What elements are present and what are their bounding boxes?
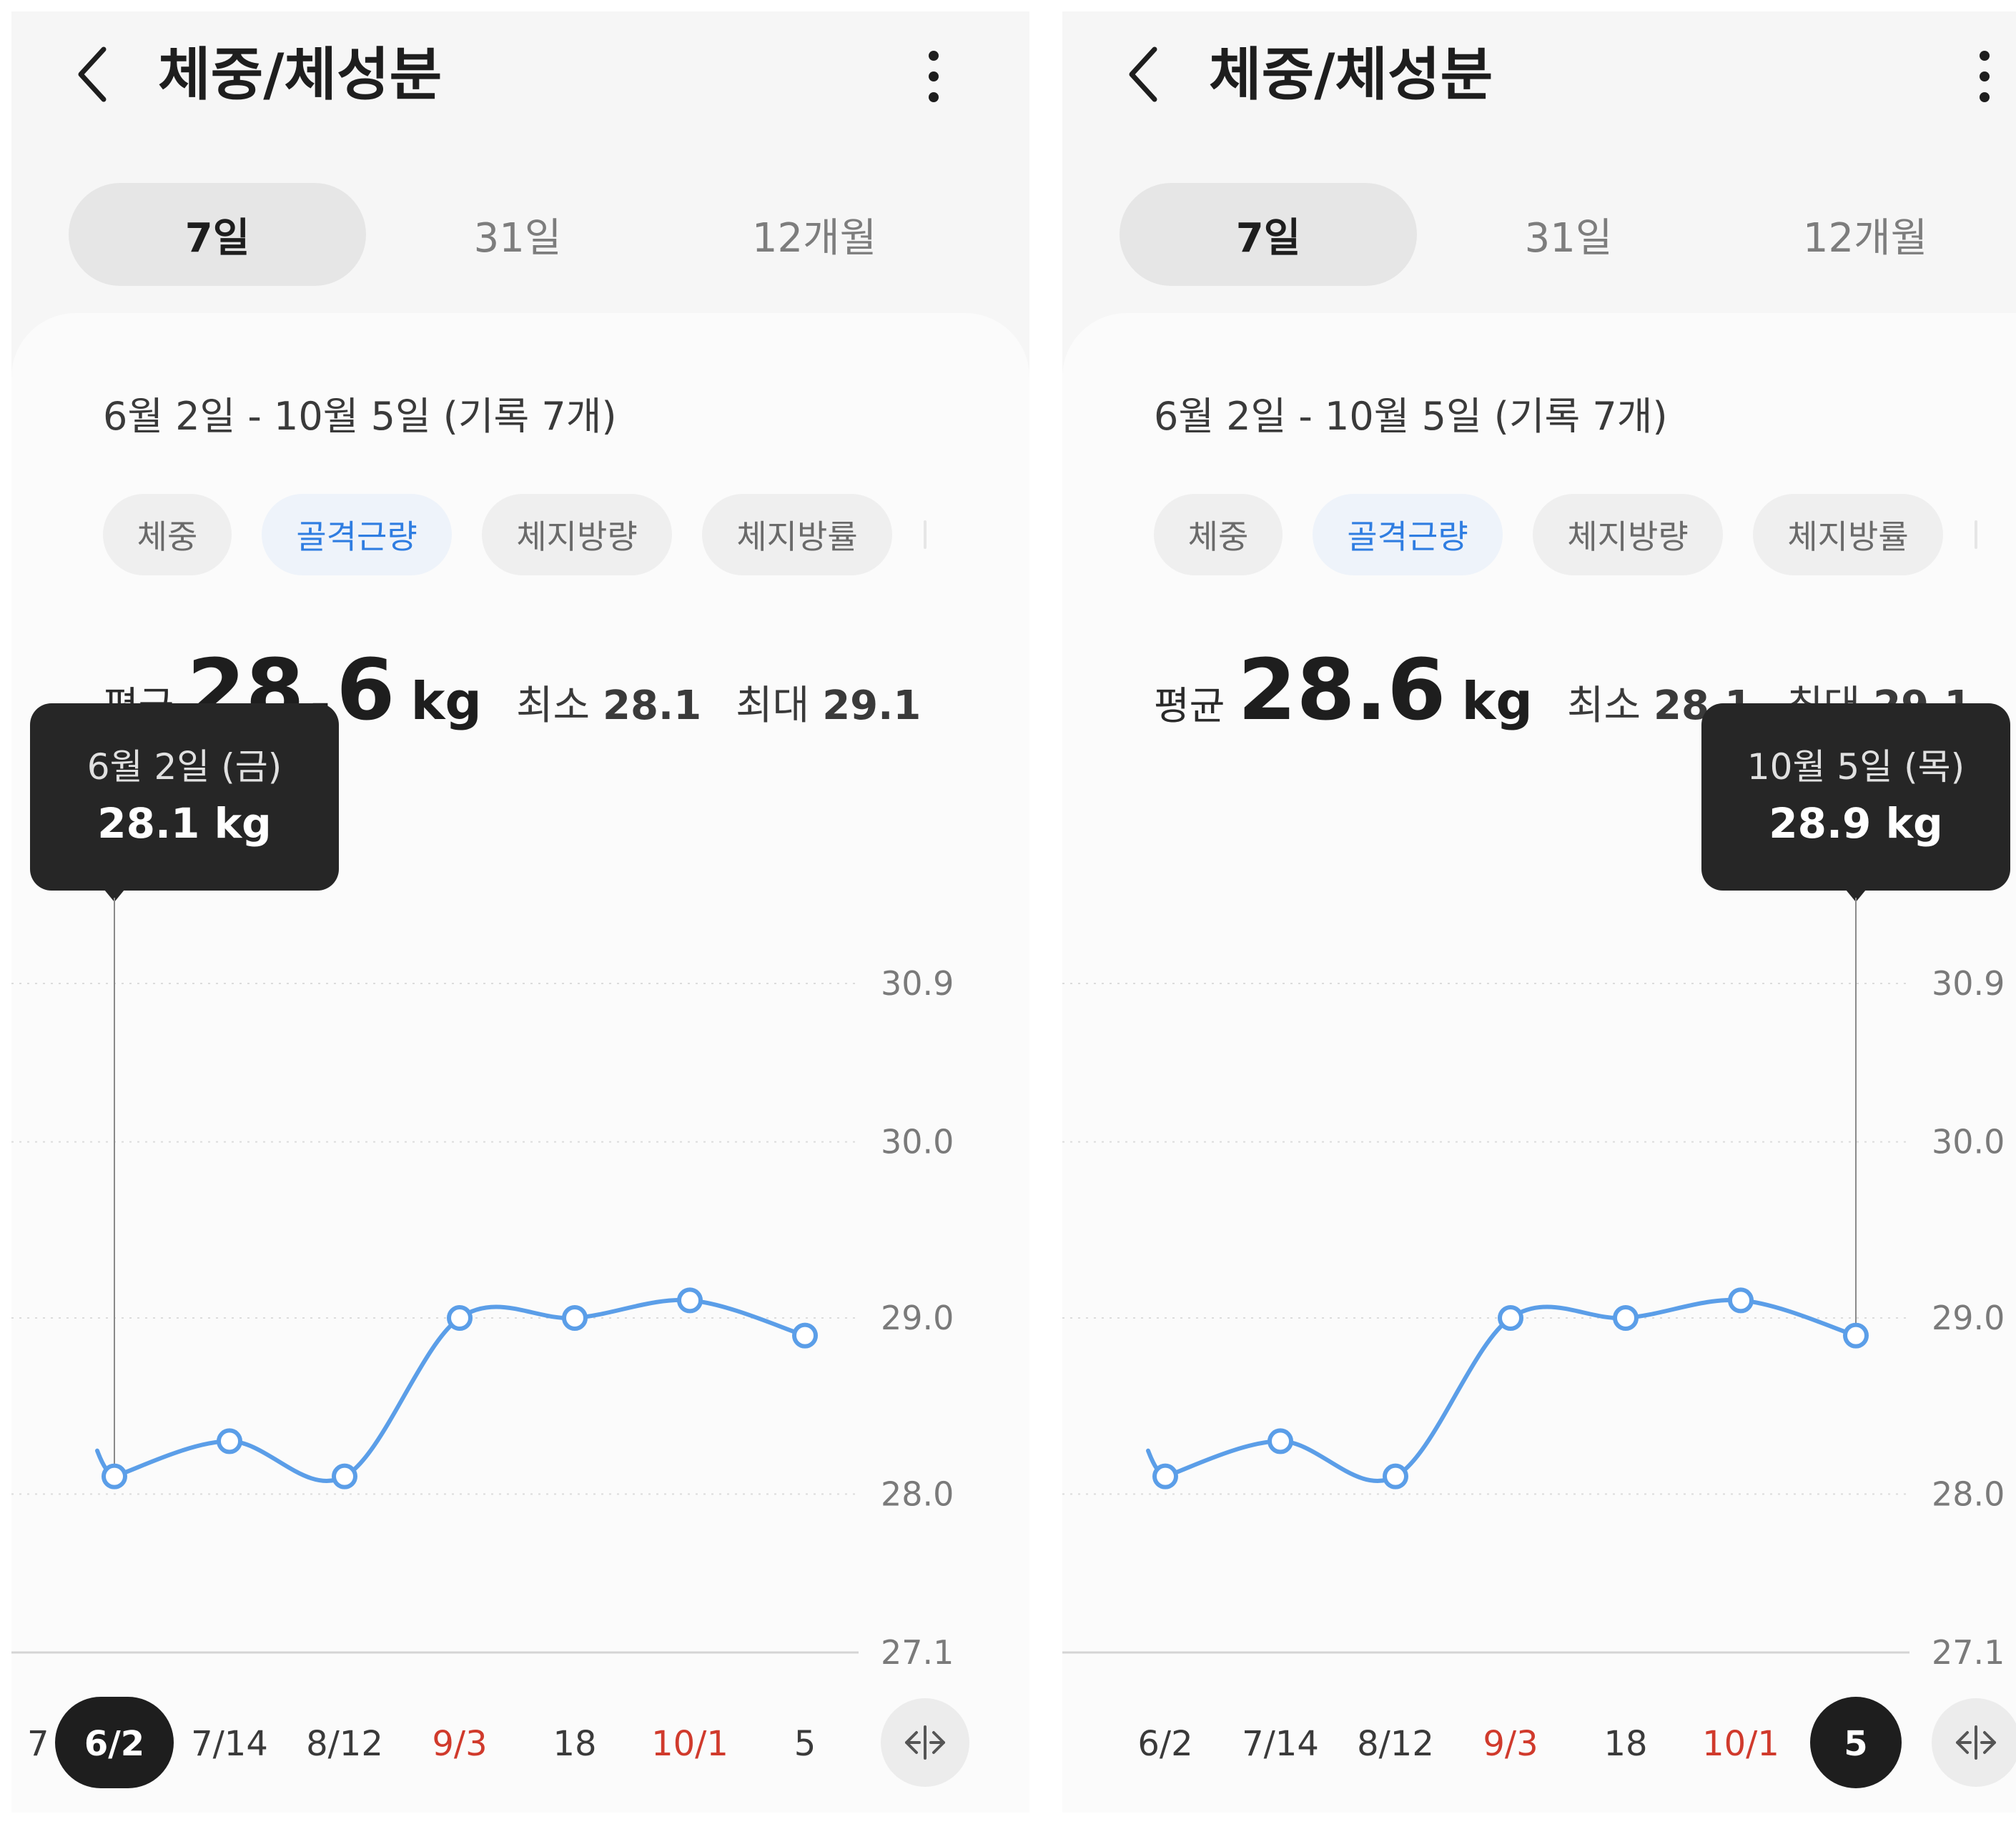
max-value: 29.1 bbox=[822, 683, 921, 729]
phone-screen-right: 체중/체성분 7일 31일 12개월 6월 2일 - 10월 5일 (기록 7개… bbox=[1062, 11, 2016, 1813]
chart-card: 6월 2일 - 10월 5일 (기록 7개) 체중 골격근량 체지방량 체지방률… bbox=[1062, 313, 2016, 1813]
y-tick-label: 29.0 bbox=[1932, 1299, 2005, 1337]
y-tick-label: 27.1 bbox=[881, 1633, 954, 1672]
data-point[interactable] bbox=[1613, 1305, 1639, 1331]
back-button[interactable] bbox=[1112, 31, 1177, 117]
line-chart: 27.1 28.0 29.0 30.0 30.9 6/2 7/14 8/12 9/3 18 10/1… bbox=[1062, 890, 2016, 1788]
chip-weight[interactable]: 체중 bbox=[1154, 494, 1283, 575]
more-options-button[interactable] bbox=[1956, 37, 2013, 116]
expand-horizontal-icon bbox=[905, 1725, 945, 1760]
chip-overflow-edge bbox=[924, 520, 927, 549]
y-tick-label: 29.0 bbox=[881, 1299, 954, 1337]
y-tick-label: 28.0 bbox=[1932, 1474, 2005, 1513]
chip-weight[interactable]: 체중 bbox=[103, 494, 232, 575]
data-point[interactable] bbox=[562, 1305, 588, 1331]
value-tooltip: 6월 2일 (금) 28.1 kg bbox=[30, 703, 339, 891]
y-tick-label: 27.1 bbox=[1932, 1633, 2005, 1672]
tab-31-days[interactable]: 31일 bbox=[473, 214, 562, 262]
x-tick-label[interactable]: 8/12 bbox=[306, 1724, 383, 1764]
tab-31-days[interactable]: 31일 bbox=[1524, 214, 1613, 262]
x-tick-label[interactable]: 6/2 bbox=[1137, 1724, 1192, 1764]
y-tick-label: 30.0 bbox=[1932, 1123, 2005, 1161]
x-tick-label[interactable]: 6/2 bbox=[84, 1724, 144, 1764]
x-tick-label[interactable]: 7/14 bbox=[191, 1724, 268, 1764]
chip-body-fat-mass[interactable]: 체지방량 bbox=[1533, 494, 1723, 575]
chevron-left-icon bbox=[1129, 46, 1157, 102]
data-point[interactable] bbox=[792, 1322, 818, 1349]
y-tick-label: 30.9 bbox=[881, 964, 954, 1003]
back-button[interactable] bbox=[61, 31, 126, 117]
tab-12-months[interactable]: 12개월 bbox=[1802, 214, 1928, 262]
data-point[interactable] bbox=[1152, 1463, 1178, 1490]
max-label: 최대 bbox=[736, 683, 810, 729]
page-title: 체중/체성분 bbox=[1209, 41, 1493, 108]
x-tick-label[interactable]: 7/14 bbox=[1242, 1724, 1319, 1764]
chip-body-fat-percent[interactable]: 체지방률 bbox=[702, 494, 892, 575]
tooltip-value: 28.9 kg bbox=[1769, 799, 1943, 848]
min-label: 최소 bbox=[515, 683, 590, 729]
x-tick-label[interactable]: 9/3 bbox=[1483, 1724, 1538, 1764]
min-value: 28.1 bbox=[602, 683, 702, 729]
selected-date-pill[interactable] bbox=[1810, 1697, 1902, 1788]
x-tick-label[interactable]: 10/1 bbox=[1702, 1724, 1779, 1764]
chart-card: 6월 2일 - 10월 5일 (기록 7개) 체중 골격근량 체지방량 체지방률… bbox=[11, 313, 1029, 1813]
tooltip-date: 6월 2일 (금) bbox=[87, 746, 282, 788]
data-point[interactable] bbox=[332, 1463, 357, 1490]
data-point[interactable] bbox=[1383, 1463, 1408, 1490]
expand-chart-button[interactable] bbox=[1932, 1698, 2016, 1787]
tooltip-date: 10월 5일 (목) bbox=[1746, 746, 1965, 788]
date-range: 6월 2일 - 10월 5일 (기록 7개) bbox=[103, 394, 617, 439]
expand-horizontal-icon bbox=[1956, 1725, 1996, 1760]
y-tick-label: 30.9 bbox=[1932, 964, 2005, 1003]
y-tick-label: 28.0 bbox=[881, 1474, 954, 1513]
tab-12-months[interactable]: 12개월 bbox=[751, 214, 877, 262]
page-title: 체중/체성분 bbox=[158, 41, 443, 108]
tab-7-days[interactable]: 7일 bbox=[1120, 183, 1417, 286]
data-point[interactable] bbox=[1728, 1287, 1754, 1314]
chip-body-fat-percent[interactable]: 체지방률 bbox=[1753, 494, 1943, 575]
selected-date-pill[interactable] bbox=[55, 1697, 174, 1788]
average-value: 28.6 bbox=[1237, 640, 1446, 739]
average-label: 평균 bbox=[1154, 683, 1225, 728]
chip-body-fat-mass[interactable]: 체지방량 bbox=[482, 494, 672, 575]
data-point[interactable] bbox=[447, 1305, 473, 1331]
tooltip-value: 28.1 kg bbox=[97, 799, 272, 848]
chip-overflow-edge bbox=[1975, 520, 1977, 549]
average-unit: kg bbox=[410, 671, 482, 731]
min-label: 최소 bbox=[1566, 683, 1641, 729]
data-point[interactable] bbox=[1268, 1428, 1293, 1454]
phone-screen-left: 체중/체성분 7일 31일 12개월 6월 2일 - 10월 5일 (기록 7개… bbox=[11, 11, 1029, 1813]
tab-7-days[interactable]: 7일 bbox=[69, 183, 366, 286]
y-tick-label: 30.0 bbox=[881, 1123, 954, 1161]
data-point[interactable] bbox=[1498, 1305, 1523, 1331]
tooltip-pointer bbox=[1846, 890, 1866, 902]
x-tick-label[interactable]: 10/1 bbox=[651, 1724, 728, 1764]
more-vertical-icon bbox=[1980, 51, 1990, 102]
chevron-left-icon bbox=[78, 46, 107, 102]
x-tick-label[interactable]: 5 bbox=[794, 1724, 816, 1764]
tooltip-pointer bbox=[104, 890, 124, 902]
data-point[interactable] bbox=[1843, 1322, 1869, 1349]
value-tooltip: 10월 5일 (목) 28.9 kg bbox=[1701, 703, 2010, 891]
stats-summary: 평균 28.6 kg 최소 28.1 최대 29.1 bbox=[1154, 640, 1972, 748]
chip-skeletal-muscle[interactable]: 골격근량 bbox=[1313, 494, 1503, 575]
average-unit: kg bbox=[1461, 671, 1533, 731]
x-tick-label[interactable]: 8/12 bbox=[1357, 1724, 1434, 1764]
data-point[interactable] bbox=[677, 1287, 703, 1314]
x-tick-label[interactable]: 5 bbox=[1844, 1724, 1867, 1764]
more-options-button[interactable] bbox=[905, 37, 962, 116]
data-point[interactable] bbox=[217, 1428, 242, 1454]
date-range: 6월 2일 - 10월 5일 (기록 7개) bbox=[1154, 394, 1668, 439]
data-point[interactable] bbox=[102, 1463, 127, 1490]
x-tick-label-partial: 7 bbox=[27, 1724, 49, 1764]
chip-skeletal-muscle[interactable]: 골격근량 bbox=[262, 494, 452, 575]
more-vertical-icon bbox=[929, 51, 939, 102]
x-tick-label[interactable]: 18 bbox=[1604, 1724, 1647, 1764]
line-chart: 27.1 28.0 29.0 30.0 30.9 7 6/2 7/14 8/12 9/3 18 10/… bbox=[11, 890, 969, 1788]
x-tick-label[interactable]: 9/3 bbox=[432, 1724, 487, 1764]
x-tick-label[interactable]: 18 bbox=[553, 1724, 596, 1764]
